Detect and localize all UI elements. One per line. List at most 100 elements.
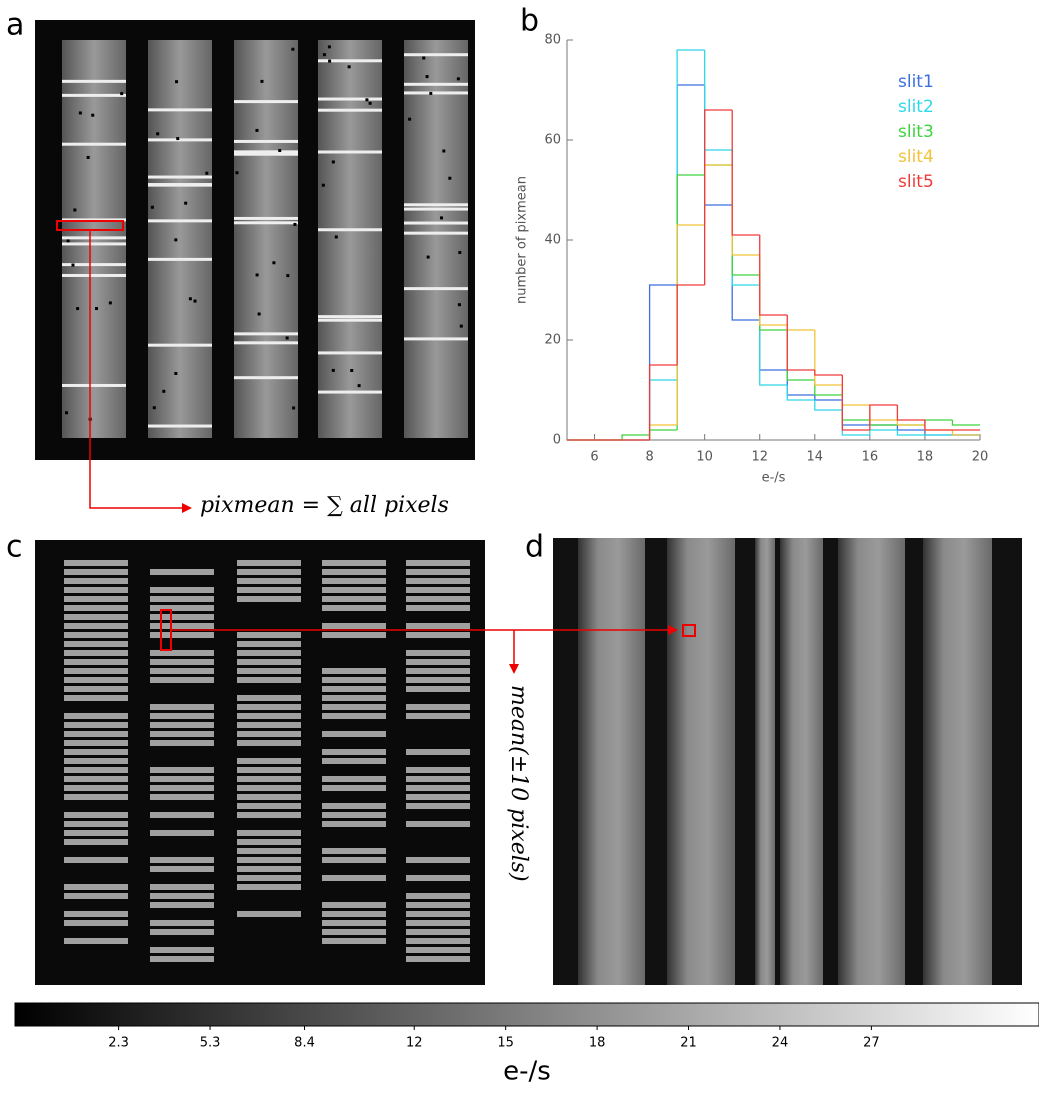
legend-entry: slit4 <box>898 147 934 167</box>
slit-strip <box>237 578 301 584</box>
bright-line <box>62 79 126 83</box>
slit-strip <box>64 821 128 827</box>
dark-pixel <box>293 222 297 226</box>
slit-mean <box>923 538 992 985</box>
hist-step <box>704 85 733 206</box>
hist-step <box>676 224 705 425</box>
slit-strip <box>322 677 386 683</box>
slit-strip <box>64 776 128 782</box>
slit-strip <box>64 569 128 575</box>
slit-strip <box>237 848 301 854</box>
slit-strip <box>150 605 214 611</box>
slit-mean <box>838 538 905 985</box>
x-tick-label: 18 <box>917 450 934 465</box>
bright-line <box>148 183 212 187</box>
slit-strip <box>237 803 301 809</box>
slit-strip <box>150 740 214 746</box>
hist-step <box>704 164 733 225</box>
slit-strip <box>322 821 386 827</box>
bright-line <box>234 152 298 156</box>
slit-strip <box>237 560 301 566</box>
hist-step <box>841 385 870 406</box>
arrow <box>171 629 668 664</box>
slit-strip <box>150 830 214 836</box>
slit-strip <box>64 785 128 791</box>
dark-pixel <box>255 273 259 277</box>
slit-strip <box>237 758 301 764</box>
panel-label: c <box>6 530 23 565</box>
slit-strip <box>237 659 301 665</box>
hist-step <box>786 330 815 381</box>
hist-step <box>869 429 898 435</box>
slit-strip <box>237 731 301 737</box>
slit-strip <box>64 560 128 566</box>
slit-strip <box>322 578 386 584</box>
slit-strip <box>150 893 214 899</box>
slit-strip <box>322 758 386 764</box>
hist-step <box>648 284 678 440</box>
slit-strip <box>322 704 386 710</box>
slit-strip <box>237 569 301 575</box>
slit-strip <box>322 695 386 701</box>
dark-pixel <box>272 261 276 265</box>
slit-strip <box>406 956 470 962</box>
dark-pixel <box>334 235 338 239</box>
hist-step <box>704 50 733 151</box>
bright-line <box>318 318 382 322</box>
dark-pixel <box>184 201 188 205</box>
slit-strip <box>237 794 301 800</box>
slit-strip <box>237 875 301 881</box>
slit-strip <box>150 668 214 674</box>
bright-line <box>404 82 468 86</box>
slit-strip <box>150 704 214 710</box>
slit-strip <box>237 641 301 647</box>
bright-line <box>148 257 212 261</box>
x-tick-label: 16 <box>862 450 879 465</box>
slit-strip <box>64 641 128 647</box>
y-tick-label: 80 <box>544 33 561 48</box>
dark-pixel <box>357 384 361 388</box>
slit-strip <box>150 623 214 629</box>
dark-pixel <box>331 160 335 164</box>
hist-step <box>648 364 678 440</box>
slit-strip <box>406 560 470 566</box>
slit-strip <box>64 920 128 926</box>
slit-strip <box>237 911 301 917</box>
slit-strip <box>406 938 470 944</box>
dark-pixel <box>426 255 430 259</box>
dark-pixel <box>429 91 433 95</box>
slit-mean <box>780 538 823 985</box>
bright-line <box>404 221 468 225</box>
x-tick-label: 6 <box>590 450 598 465</box>
slit-strip <box>406 578 470 584</box>
hist-step <box>814 380 843 396</box>
dark-pixel <box>205 171 209 175</box>
slit-mean <box>667 538 735 985</box>
slit-strip <box>322 623 386 629</box>
slit-strip <box>406 677 470 683</box>
slit-strip <box>150 866 214 872</box>
slit-strip <box>237 713 301 719</box>
slit-strip <box>64 578 128 584</box>
y-tick-label: 60 <box>544 133 561 148</box>
bright-line <box>234 216 298 220</box>
slit-strip <box>322 776 386 782</box>
dark-pixel <box>95 307 99 311</box>
slit-strip <box>150 677 214 683</box>
bright-line <box>234 376 298 380</box>
slit-strip <box>64 749 128 755</box>
dark-pixel <box>365 98 369 102</box>
slit-strip <box>322 911 386 917</box>
slit-strip <box>150 857 214 863</box>
hist-step <box>704 164 733 175</box>
hist-step <box>648 379 678 440</box>
slit-strip <box>406 875 470 881</box>
slit-strip <box>237 677 301 683</box>
formula: pixmean = ∑ all pixels <box>200 493 449 518</box>
slit-strip <box>150 650 214 656</box>
bright-line <box>404 231 468 235</box>
hist-step <box>869 420 898 426</box>
slit-strip <box>64 893 128 899</box>
bright-line <box>62 242 126 246</box>
slit-strip <box>322 749 386 755</box>
